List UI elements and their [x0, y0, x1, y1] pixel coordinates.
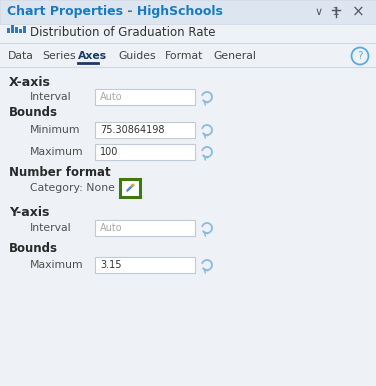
FancyBboxPatch shape — [19, 29, 22, 33]
Text: General: General — [213, 51, 256, 61]
Text: Maximum: Maximum — [30, 147, 83, 157]
Text: Auto: Auto — [100, 92, 123, 102]
Text: 3.15: 3.15 — [100, 260, 121, 270]
Text: Series: Series — [42, 51, 76, 61]
Text: Axes: Axes — [78, 51, 107, 61]
Text: Guides: Guides — [118, 51, 156, 61]
Text: ×: × — [352, 5, 364, 20]
FancyBboxPatch shape — [95, 89, 195, 105]
Text: Bounds: Bounds — [9, 107, 58, 120]
Text: 𝟙: 𝟙 — [333, 7, 339, 17]
FancyBboxPatch shape — [120, 179, 140, 197]
Text: Interval: Interval — [30, 92, 71, 102]
Text: Number format: Number format — [9, 166, 111, 178]
Text: 75.30864198: 75.30864198 — [100, 125, 165, 135]
Text: Chart Properties - HighSchools: Chart Properties - HighSchools — [7, 5, 223, 19]
FancyBboxPatch shape — [95, 122, 195, 138]
FancyBboxPatch shape — [95, 144, 195, 160]
Text: Interval: Interval — [30, 223, 71, 233]
FancyBboxPatch shape — [23, 26, 26, 33]
Text: Auto: Auto — [100, 223, 123, 233]
Text: Format: Format — [165, 51, 203, 61]
Text: Category: None: Category: None — [30, 183, 115, 193]
Text: ?: ? — [357, 51, 363, 61]
Text: Maximum: Maximum — [30, 260, 83, 270]
Text: Minimum: Minimum — [30, 125, 80, 135]
Text: ∨: ∨ — [315, 7, 323, 17]
FancyBboxPatch shape — [7, 28, 10, 33]
FancyBboxPatch shape — [95, 257, 195, 273]
FancyBboxPatch shape — [0, 0, 376, 24]
FancyBboxPatch shape — [11, 25, 14, 33]
Text: Data: Data — [8, 51, 34, 61]
Text: Distribution of Graduation Rate: Distribution of Graduation Rate — [30, 27, 215, 39]
Text: Y-axis: Y-axis — [9, 205, 49, 218]
Text: Bounds: Bounds — [9, 242, 58, 254]
Text: 100: 100 — [100, 147, 118, 157]
FancyBboxPatch shape — [15, 27, 18, 33]
Text: X-axis: X-axis — [9, 76, 51, 88]
FancyBboxPatch shape — [95, 220, 195, 236]
